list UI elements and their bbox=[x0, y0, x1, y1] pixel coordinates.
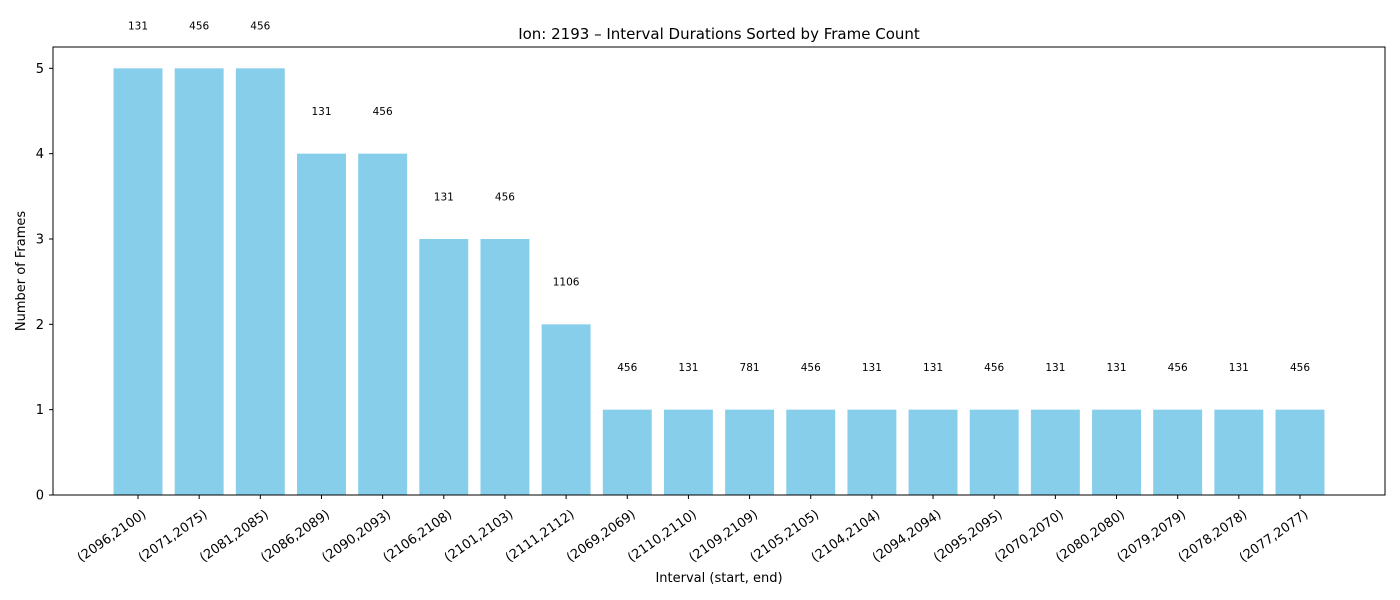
bar bbox=[1030, 409, 1080, 495]
bar bbox=[663, 409, 713, 495]
bar-annotation: 456 bbox=[801, 362, 821, 374]
bars-layer bbox=[113, 68, 1325, 495]
x-tick-label: (2077,2077) bbox=[1237, 507, 1312, 565]
bar-annotation: 456 bbox=[250, 21, 270, 33]
bar-annotation: 456 bbox=[1168, 362, 1188, 374]
bar bbox=[541, 324, 591, 495]
y-tick-label: 3 bbox=[36, 233, 44, 248]
bar bbox=[847, 409, 897, 495]
bar-annotation: 131 bbox=[1106, 362, 1126, 374]
bar-annotation: 781 bbox=[740, 362, 760, 374]
bar-annotation: 131 bbox=[862, 362, 882, 374]
bar-annotation: 456 bbox=[984, 362, 1004, 374]
bar bbox=[725, 409, 775, 495]
bar-annotation: 131 bbox=[311, 106, 331, 118]
x-axis-label: Interval (start, end) bbox=[655, 571, 782, 586]
x-axis: (2096,2100)(2071,2075)(2081,2085)(2086,2… bbox=[75, 495, 1311, 566]
y-tick-label: 1 bbox=[36, 403, 44, 418]
bar bbox=[113, 68, 163, 495]
bar bbox=[969, 409, 1019, 495]
bar bbox=[174, 68, 224, 495]
y-tick-label: 4 bbox=[36, 147, 44, 162]
bar bbox=[419, 239, 469, 495]
bar bbox=[297, 153, 346, 495]
chart-title: Ion: 2193 – Interval Durations Sorted by… bbox=[518, 25, 920, 43]
bar-annotation: 131 bbox=[1229, 362, 1249, 374]
y-axis: 0 1 2 3 4 5 bbox=[36, 62, 53, 504]
bar-annotation: 456 bbox=[495, 191, 515, 203]
bar-annotation: 131 bbox=[434, 191, 454, 203]
bar-annotation: 131 bbox=[923, 362, 943, 374]
bar bbox=[1275, 409, 1325, 495]
y-tick-label: 2 bbox=[36, 318, 44, 333]
bar bbox=[1214, 409, 1264, 495]
bar-annotation: 131 bbox=[1045, 362, 1065, 374]
bar-annotation: 131 bbox=[128, 21, 148, 33]
bar-annotation: 1106 bbox=[553, 277, 580, 289]
y-tick-label: 0 bbox=[36, 489, 44, 504]
bar bbox=[908, 409, 958, 495]
bar-annotations-layer: 131 456 456 131 456 131 456 1106 456 131 781 456 131… bbox=[128, 21, 1310, 374]
bar bbox=[235, 68, 285, 495]
bar-annotation: 456 bbox=[189, 21, 209, 33]
bar-annotation: 456 bbox=[373, 106, 393, 118]
bar-annotation: 456 bbox=[1290, 362, 1310, 374]
y-axis-label: Number of Frames bbox=[14, 211, 29, 332]
bar-annotation: 131 bbox=[678, 362, 698, 374]
plot-area-frame bbox=[52, 46, 1386, 496]
bar bbox=[1092, 409, 1141, 495]
y-tick-label: 5 bbox=[36, 62, 44, 77]
bar-annotation: 456 bbox=[617, 362, 637, 374]
bar bbox=[786, 409, 836, 495]
bar bbox=[480, 239, 530, 495]
bar bbox=[1153, 409, 1203, 495]
bar bbox=[602, 409, 652, 495]
bar bbox=[358, 153, 408, 495]
